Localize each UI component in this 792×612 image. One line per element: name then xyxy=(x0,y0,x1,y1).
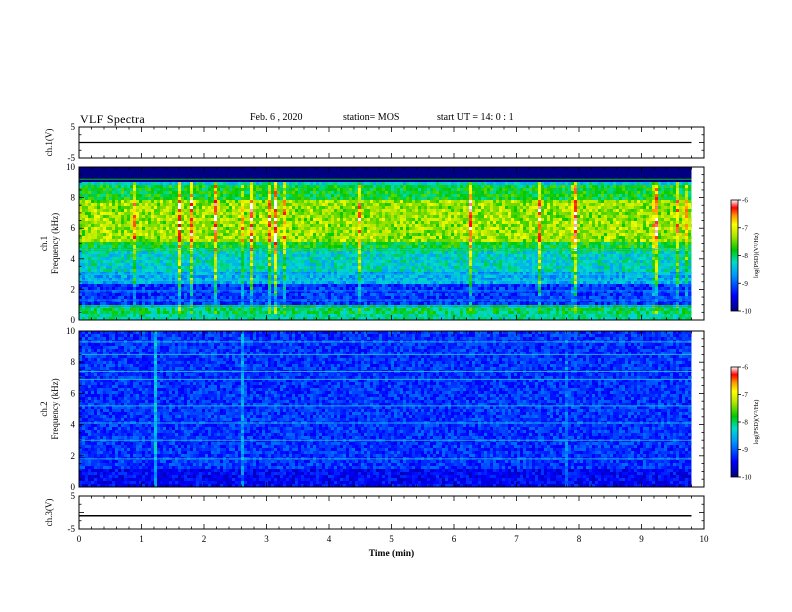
frequency-axis-label: Frequency (kHz) xyxy=(50,213,60,274)
colorbar-tick-label: -9 xyxy=(742,280,748,288)
y-tick-label: 8 xyxy=(71,193,76,203)
colorbar-tick-label: -7 xyxy=(742,224,748,232)
x-tick-label: 7 xyxy=(514,534,519,544)
colorbar-tick-label: -6 xyxy=(742,197,748,205)
x-tick-label: 5 xyxy=(389,534,394,544)
y-tick-label: -5 xyxy=(68,153,76,163)
colorbar-label: log(PSD)(V²/Hz) xyxy=(753,400,760,445)
colorbar-tick-label: -10 xyxy=(742,308,752,316)
y-tick-label: 0 xyxy=(71,315,76,325)
colorbar-tick-label: -6 xyxy=(742,364,748,372)
x-tick-label: 3 xyxy=(264,534,269,544)
y-tick-label: 0 xyxy=(71,482,76,492)
chart-title: VLF Spectra xyxy=(80,112,145,127)
y-tick-label: 4 xyxy=(71,420,76,430)
date-label: Feb. 6 , 2020 xyxy=(250,112,303,123)
x-tick-label: 1 xyxy=(139,534,144,544)
x-tick-label: 8 xyxy=(577,534,582,544)
y-tick-label: 2 xyxy=(71,451,76,461)
y-tick-label: -5 xyxy=(68,524,76,534)
colorbar-tick-label: -8 xyxy=(742,419,748,427)
y-tick-label: 4 xyxy=(71,254,76,264)
colorbar-tick-label: -8 xyxy=(742,252,748,260)
ch1-ylabel: ch.1(V) xyxy=(44,129,54,157)
y-tick-label: 6 xyxy=(71,223,76,233)
station-label: station= MOS xyxy=(343,112,399,123)
narrowband-lines-ch1 xyxy=(79,178,692,307)
y-tick-label: 10 xyxy=(66,162,76,172)
frequency-axis-label: Frequency (kHz) xyxy=(50,378,60,439)
x-tick-label: 6 xyxy=(452,534,457,544)
y-tick-label: 6 xyxy=(71,388,76,398)
colorbar xyxy=(730,366,739,478)
x-tick-label: 0 xyxy=(77,534,82,544)
y-tick-label: 2 xyxy=(71,284,76,294)
spectrogram-ch1 xyxy=(79,167,694,320)
y-tick-label: 5 xyxy=(71,122,76,132)
narrowband-lines-ch2 xyxy=(79,341,692,460)
x-tick-label: 9 xyxy=(639,534,644,544)
y-tick-label: 10 xyxy=(66,326,76,336)
channel-label: ch.1 xyxy=(39,236,49,251)
start-time-label: start UT = 14: 0 : 1 xyxy=(437,112,514,123)
colorbar-tick-label: -7 xyxy=(742,391,748,399)
x-tick-label: 2 xyxy=(202,534,207,544)
colorbar-tick-label: -10 xyxy=(742,474,752,482)
colorbar-label: log(PSD)(V²/Hz) xyxy=(753,233,760,278)
spectrogram-ch2 xyxy=(79,331,694,487)
colorbar-tick-label: -9 xyxy=(742,446,748,454)
y-tick-label: 5 xyxy=(71,491,76,501)
y-tick-label: 8 xyxy=(71,357,76,367)
ch3-ylabel: ch.3(V) xyxy=(44,499,54,527)
channel-label: ch.2 xyxy=(39,401,49,416)
x-tick-label: 10 xyxy=(700,534,710,544)
x-axis-label: Time (min) xyxy=(369,548,414,559)
x-tick-label: 4 xyxy=(327,534,332,544)
colorbar xyxy=(730,199,739,312)
